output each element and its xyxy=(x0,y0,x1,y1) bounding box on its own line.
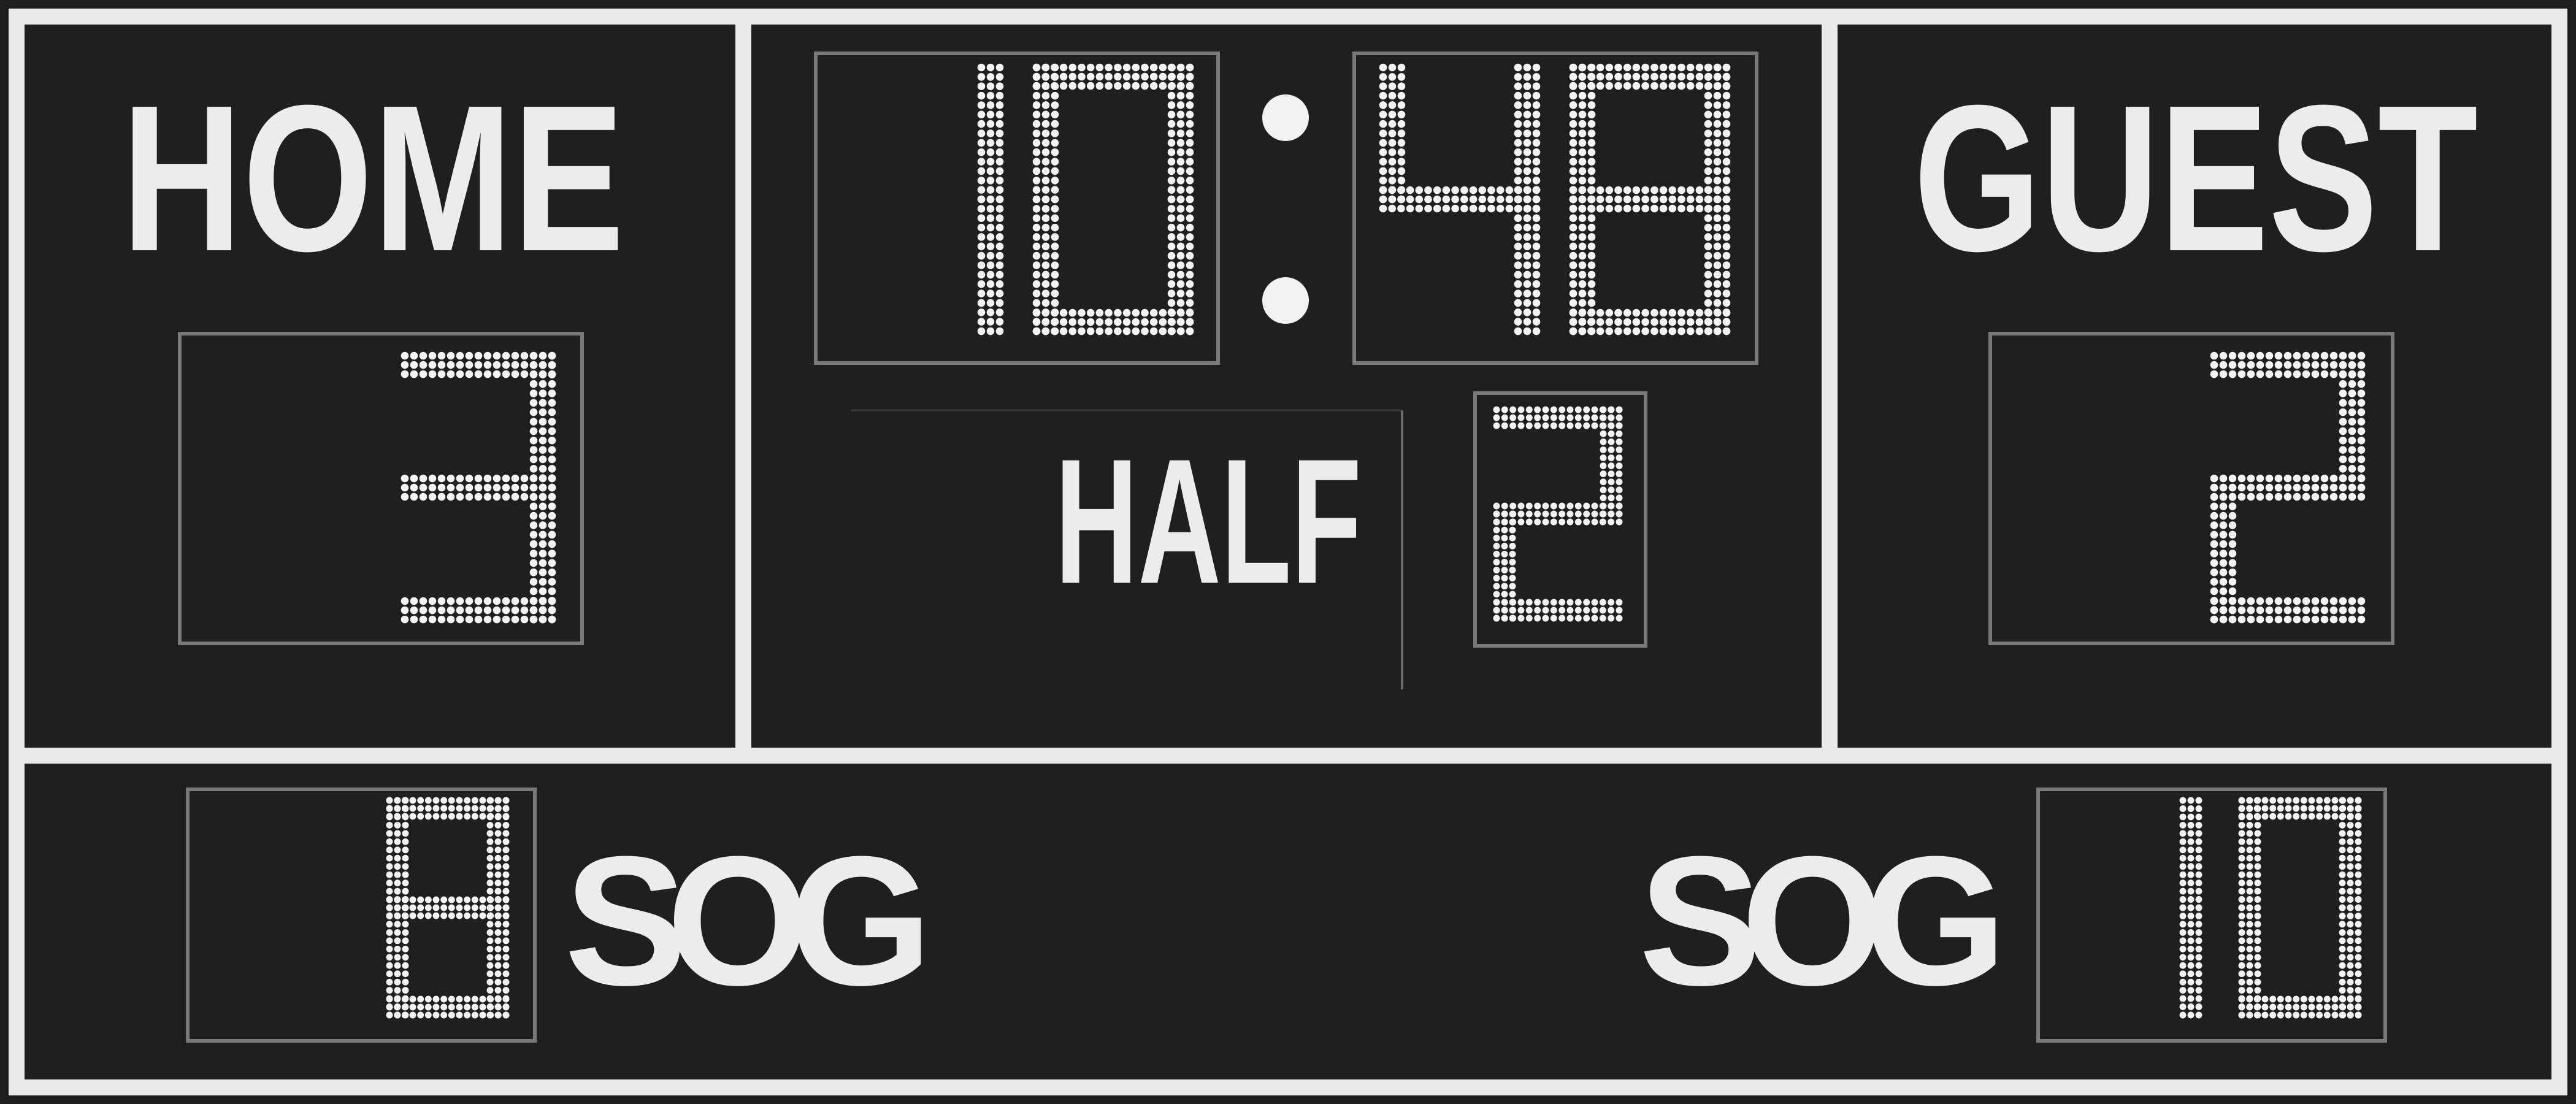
home-score-display xyxy=(401,351,556,624)
home-score-digit-0 xyxy=(401,351,556,624)
home-score-box xyxy=(178,332,584,645)
clock-colon xyxy=(1262,94,1309,324)
guest-sog-display xyxy=(2179,797,2362,1019)
period-value-display xyxy=(1493,406,1623,622)
guest-sog-label: SOG xyxy=(1639,818,2007,1024)
period-value-digit-0 xyxy=(1493,406,1623,622)
guest-sog-digit-1 xyxy=(2238,797,2362,1019)
clock-minutes-digit-0 xyxy=(977,63,1004,335)
clock-seconds-display xyxy=(1379,63,1731,335)
clock-seconds-box xyxy=(1352,52,1758,365)
home-sog-digit-0 xyxy=(386,797,510,1019)
guest-score-digit-0 xyxy=(2210,351,2366,624)
guest-sog-box xyxy=(2036,788,2387,1043)
guest-sog-digit-0 xyxy=(2179,797,2202,1019)
clock-minutes-display xyxy=(977,63,1194,335)
clock-minutes-box xyxy=(814,52,1220,365)
period-label: HALF xyxy=(1055,422,1362,621)
clock-minutes-digit-1 xyxy=(1032,63,1194,335)
guest-score-box xyxy=(1988,332,2394,645)
home-sog-box xyxy=(186,788,537,1043)
guest-score-display xyxy=(2210,351,2366,624)
frame xyxy=(9,9,2567,1095)
period-box xyxy=(1473,391,1647,648)
clock-seconds-digit-1 xyxy=(1569,63,1731,335)
clock-seconds-digit-0 xyxy=(1379,63,1541,335)
home-sog-label: SOG xyxy=(564,818,932,1024)
guest-label: GUEST xyxy=(1914,62,2478,295)
home-sog-display xyxy=(386,797,510,1019)
home-label: HOME xyxy=(121,62,624,295)
